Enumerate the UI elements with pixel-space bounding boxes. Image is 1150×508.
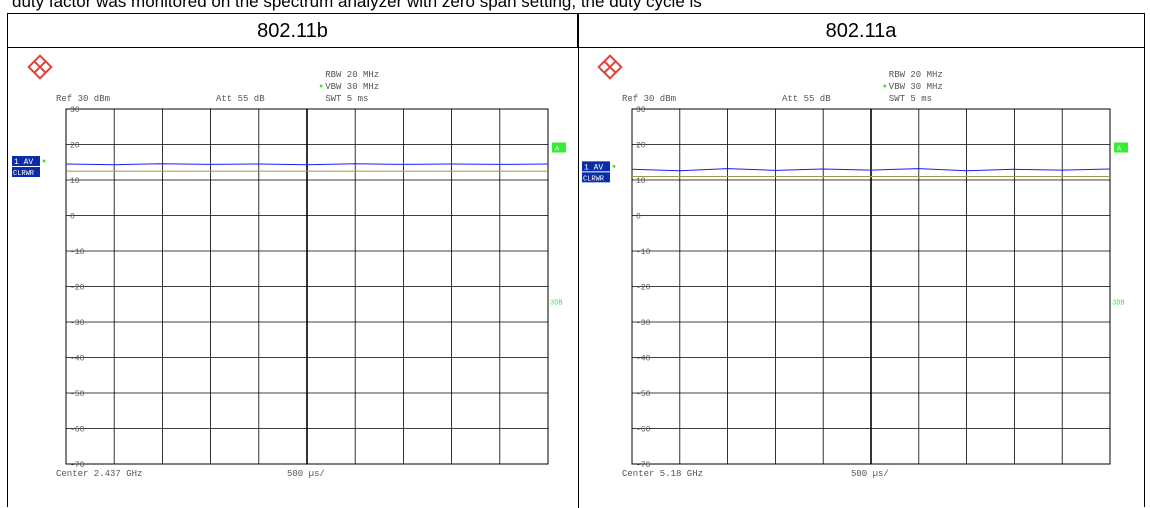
trace-point — [679, 170, 681, 172]
trace-point — [822, 168, 824, 170]
trace-point — [918, 168, 920, 170]
trace-point — [258, 163, 260, 165]
y-tick-label: -30 — [636, 319, 651, 328]
vbw-dot — [319, 84, 323, 88]
status-3db-label: 3DB — [550, 299, 563, 307]
status-3db-label: 3DB — [1112, 299, 1125, 307]
rbw-readout: RBW 20 MHz — [325, 70, 379, 80]
logo-cross — [603, 60, 617, 74]
y-tick-label: -50 — [70, 390, 85, 399]
trace-label-box-1 — [12, 156, 40, 167]
center-frequency-readout: Center 5.18 GHz — [622, 469, 703, 479]
y-tick-label: 10 — [636, 177, 646, 186]
trace-label-2: CLRWR — [583, 175, 605, 183]
trace-label-1: 1 AV — [584, 163, 603, 172]
status-a-label: A — [1117, 146, 1122, 154]
trace-point — [306, 164, 308, 166]
status-a-box — [552, 142, 566, 153]
status-a-box — [1114, 142, 1128, 153]
trace-point — [354, 163, 356, 165]
center-frequency-readout: Center 2.437 GHz — [56, 469, 142, 479]
trace-point — [65, 163, 67, 165]
trace-point — [402, 163, 404, 165]
trace-label-1: 1 AV — [14, 158, 33, 167]
trace-point — [727, 168, 729, 170]
header-cell-80211b: 802.11b — [8, 14, 578, 48]
trace-point — [161, 163, 163, 165]
attenuation-readout: Att 55 dB — [216, 94, 265, 104]
trace-point — [870, 169, 872, 171]
y-tick-label: -30 — [70, 319, 85, 328]
trace-label-box-2 — [12, 167, 40, 178]
brand-logo — [597, 54, 623, 80]
trace-point — [1109, 168, 1111, 170]
trace-point — [1061, 169, 1063, 171]
trace-point — [774, 169, 776, 172]
brand-logo — [27, 54, 53, 80]
caption-text: duty factor was monitored on the spectru… — [12, 0, 702, 11]
header-cell-80211a: 802.11a — [578, 14, 1144, 48]
y-tick-label: -20 — [70, 284, 85, 293]
y-tick-label: 20 — [70, 142, 80, 151]
y-tick-label: -70 — [70, 461, 85, 470]
trace-status-dot — [42, 159, 46, 163]
y-tick-label: -50 — [636, 390, 651, 399]
y-tick-label: -60 — [636, 426, 651, 435]
trace-label-2: CLRWR — [13, 170, 35, 178]
trace-point — [113, 164, 115, 166]
vbw-readout: VBW 30 MHz — [325, 82, 379, 92]
vbw-dot — [883, 84, 887, 88]
trace-label-box-2 — [582, 172, 610, 183]
y-tick-label: 30 — [636, 106, 646, 115]
y-tick-label: -70 — [636, 461, 651, 470]
y-tick-label: -10 — [70, 248, 85, 257]
logo-cross — [33, 60, 47, 74]
y-tick-label: 20 — [636, 142, 646, 151]
trace-point — [210, 163, 212, 165]
trace-point — [631, 168, 633, 170]
trace-point — [1013, 168, 1015, 170]
trace-point — [451, 163, 453, 165]
y-tick-label: -60 — [70, 426, 85, 435]
sweep-time-readout: SWT 5 ms — [889, 94, 932, 104]
y-tick-label: 10 — [70, 177, 80, 186]
results-table: 802.11b 802.11a RBW 20 MHz VBW 30 MHz Ref … — [7, 13, 1145, 508]
spectrum-plot-80211b: RBW 20 MHz VBW 30 MHz Ref 30 dBm Att 55 dB S… — [12, 54, 566, 479]
time-per-division-readout: 500 µs/ — [287, 469, 325, 479]
y-tick-label: 0 — [70, 213, 75, 222]
ref-level-readout: Ref 30 dBm — [622, 94, 676, 104]
time-per-division-readout: 500 µs/ — [851, 469, 889, 479]
trace-point — [499, 163, 501, 165]
sweep-time-readout: SWT 5 ms — [325, 94, 368, 104]
rbw-readout: RBW 20 MHz — [889, 70, 943, 80]
trace-point — [966, 170, 968, 172]
vbw-readout: VBW 30 MHz — [889, 82, 943, 92]
column-divider — [578, 14, 579, 508]
y-tick-label: -10 — [636, 248, 651, 257]
trace-label-box-1 — [582, 161, 610, 172]
y-tick-label: 0 — [636, 213, 641, 222]
attenuation-readout: Att 55 dB — [782, 94, 831, 104]
y-tick-label: -20 — [636, 284, 651, 293]
trace-point — [547, 163, 549, 165]
y-tick-label: -40 — [70, 355, 85, 364]
y-tick-label: -40 — [636, 355, 651, 364]
y-tick-label: 30 — [70, 106, 80, 115]
ref-level-readout: Ref 30 dBm — [56, 94, 110, 104]
status-a-label: A — [555, 146, 560, 154]
trace-status-dot — [612, 164, 616, 168]
spectrum-plot-80211a: RBW 20 MHz VBW 30 MHz Ref 30 dBm Att 55 dB S… — [582, 54, 1128, 479]
